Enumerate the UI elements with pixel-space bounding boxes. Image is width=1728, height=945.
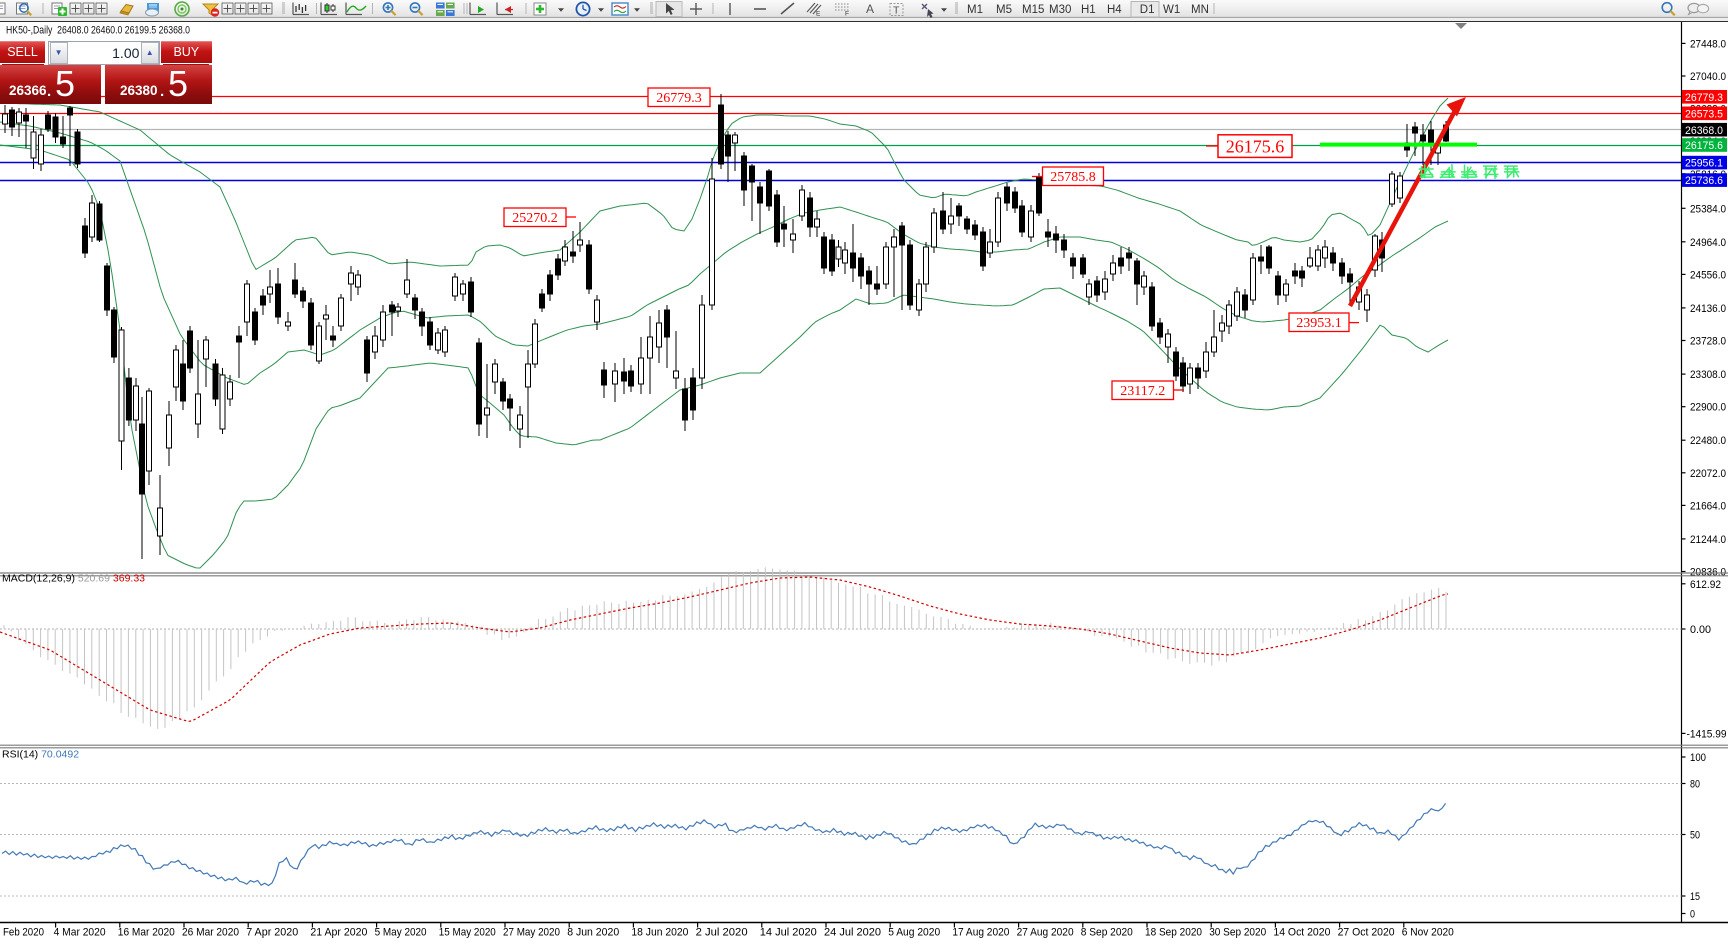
svg-text:18 Sep 2020: 18 Sep 2020 <box>1145 927 1202 939</box>
svg-text:15 May 2020: 15 May 2020 <box>439 927 496 939</box>
svg-text:24556.0: 24556.0 <box>1690 269 1726 281</box>
svg-text:H1: H1 <box>1081 4 1096 16</box>
svg-text:100: 100 <box>1690 752 1706 764</box>
svg-text:27 Oct 2020: 27 Oct 2020 <box>1338 927 1395 939</box>
svg-text:E: E <box>816 11 821 18</box>
svg-text:23953.1: 23953.1 <box>1296 316 1342 331</box>
svg-text:M15: M15 <box>1022 4 1044 16</box>
svg-text:M30: M30 <box>1049 4 1071 16</box>
svg-text:14 Oct 2020: 14 Oct 2020 <box>1273 927 1330 939</box>
svg-text:24964.0: 24964.0 <box>1690 237 1726 249</box>
svg-text:25270.2: 25270.2 <box>512 211 558 226</box>
svg-text:M5: M5 <box>996 4 1012 16</box>
svg-text:26368.0: 26368.0 <box>1685 125 1723 137</box>
svg-text:21664.0: 21664.0 <box>1690 500 1726 512</box>
svg-text:26175.6: 26175.6 <box>1226 137 1285 157</box>
svg-text:4 Mar 2020: 4 Mar 2020 <box>54 927 106 939</box>
svg-text:80: 80 <box>1690 779 1700 791</box>
svg-text:-1415.99: -1415.99 <box>1687 728 1727 740</box>
svg-text:16 Mar 2020: 16 Mar 2020 <box>118 927 175 939</box>
svg-text:D1: D1 <box>1140 4 1155 16</box>
svg-text:22900.0: 22900.0 <box>1690 402 1726 414</box>
svg-text:8 Jun 2020: 8 Jun 2020 <box>567 927 619 939</box>
svg-text:18 Jun 2020: 18 Jun 2020 <box>631 927 688 939</box>
svg-text:15: 15 <box>1690 891 1700 903</box>
svg-text:25785.8: 25785.8 <box>1050 170 1096 185</box>
svg-text:H4: H4 <box>1107 4 1122 16</box>
svg-text:23308.0: 23308.0 <box>1690 369 1726 381</box>
svg-text:MN: MN <box>1191 4 1209 16</box>
svg-text:22072.0: 22072.0 <box>1690 468 1726 480</box>
svg-text:RSI(14) 70.0492: RSI(14) 70.0492 <box>2 749 79 761</box>
svg-text:5 Aug 2020: 5 Aug 2020 <box>888 927 940 939</box>
svg-text:2 Jul 2020: 2 Jul 2020 <box>696 927 748 939</box>
svg-text:HK50-,Daily 26408.0 26460.0 2: HK50-,Daily 26408.0 26460.0 26199.5 2636… <box>6 25 190 37</box>
svg-text:0: 0 <box>1690 909 1695 921</box>
svg-text:27 May 2020: 27 May 2020 <box>503 927 560 939</box>
svg-text:27448.0: 27448.0 <box>1690 38 1726 50</box>
svg-text:24136.0: 24136.0 <box>1690 303 1726 315</box>
svg-text:50: 50 <box>1690 830 1700 842</box>
svg-text:26779.3: 26779.3 <box>656 91 702 106</box>
svg-text:T: T <box>893 5 900 17</box>
svg-text:22480.0: 22480.0 <box>1690 435 1726 447</box>
svg-text:25384.0: 25384.0 <box>1690 203 1726 215</box>
svg-text:MACD(12,26,9) 520.69 369.33: MACD(12,26,9) 520.69 369.33 <box>2 573 145 585</box>
svg-text:25736.6: 25736.6 <box>1685 175 1723 187</box>
svg-text:W1: W1 <box>1163 4 1180 16</box>
svg-text:8 Sep 2020: 8 Sep 2020 <box>1081 927 1133 939</box>
svg-text:21244.0: 21244.0 <box>1690 534 1726 546</box>
svg-text:0.00: 0.00 <box>1690 624 1711 636</box>
svg-text:26175.6: 26175.6 <box>1685 140 1723 152</box>
svg-text:612.92: 612.92 <box>1690 579 1721 591</box>
svg-text:A: A <box>866 2 874 16</box>
svg-text:M1: M1 <box>967 4 983 16</box>
svg-text:7 Apr 2020: 7 Apr 2020 <box>246 927 298 939</box>
svg-text:Feb 2020: Feb 2020 <box>3 927 44 939</box>
svg-text:26 Mar 2020: 26 Mar 2020 <box>182 927 239 939</box>
svg-text:27040.0: 27040.0 <box>1690 71 1726 83</box>
svg-text:17 Aug 2020: 17 Aug 2020 <box>952 927 1009 939</box>
svg-text:5 May 2020: 5 May 2020 <box>375 927 427 939</box>
svg-text:24 Jul 2020: 24 Jul 2020 <box>824 927 881 939</box>
svg-text:14 Jul 2020: 14 Jul 2020 <box>760 927 817 939</box>
svg-text:26779.3: 26779.3 <box>1685 92 1723 104</box>
svg-text:23117.2: 23117.2 <box>1120 384 1165 399</box>
svg-text:23728.0: 23728.0 <box>1690 336 1726 348</box>
svg-text:25956.1: 25956.1 <box>1685 158 1723 170</box>
svg-text:27 Aug 2020: 27 Aug 2020 <box>1017 927 1074 939</box>
svg-text:6 Nov 2020: 6 Nov 2020 <box>1402 927 1454 939</box>
svg-text:21 Apr 2020: 21 Apr 2020 <box>310 927 367 939</box>
svg-text:F: F <box>845 11 849 18</box>
svg-text:26573.5: 26573.5 <box>1685 108 1723 120</box>
svg-text:30 Sep 2020: 30 Sep 2020 <box>1209 927 1266 939</box>
